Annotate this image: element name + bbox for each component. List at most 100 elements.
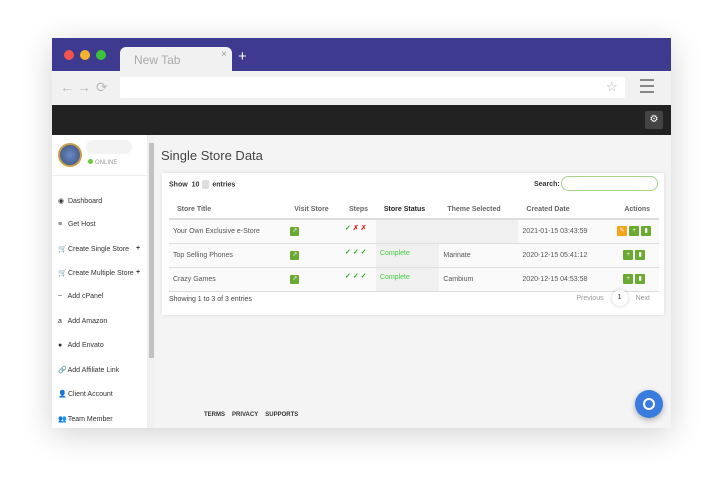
back-icon[interactable]: ← — [60, 79, 74, 95]
sidebar-scrollbar[interactable] — [148, 135, 155, 428]
sidebar-item-add-amazon[interactable]: a Add Amazon — [58, 318, 108, 325]
actions: + ▮ — [607, 243, 659, 268]
sidebar-item-get-host[interactable]: ≡ Get Host — [58, 221, 96, 228]
privacy-link[interactable]: PRIVACY — [232, 412, 259, 418]
assign-icon[interactable]: + — [623, 250, 634, 260]
store-status — [375, 219, 440, 244]
created-date: 2021-01-15 03:43:59 — [518, 219, 608, 244]
steps: ✓ ✓ ✓ — [341, 267, 376, 292]
cpanel-icon: ~ — [58, 293, 63, 300]
browser-menu-icon[interactable] — [640, 79, 654, 97]
maximize-window-dot[interactable] — [96, 50, 106, 60]
tab-title: New Tab — [134, 53, 181, 67]
step-done-icon: ✓ — [352, 272, 359, 280]
sidebar-item-client-account[interactable]: 👤 Client Account — [58, 391, 113, 398]
assign-icon[interactable]: + — [629, 226, 640, 237]
step-done-icon: ✓ — [345, 272, 351, 280]
sidebar-item-create-multiple-store[interactable]: 🛒 Create Multiple Store + — [58, 269, 141, 277]
store-title: Crazy Games — [169, 267, 287, 292]
search-input[interactable] — [561, 176, 658, 191]
url-input[interactable] — [120, 77, 625, 98]
store-status: Complete — [375, 243, 440, 268]
supports-link[interactable]: SUPPORTS — [265, 412, 299, 418]
steps: ✓ ✗ ✗ — [341, 219, 376, 244]
pagination: Previous 1 Next — [576, 290, 650, 306]
step-failed-icon: ✗ — [352, 225, 359, 232]
sidebar-item-team-member[interactable]: 👥 Team Member — [58, 416, 113, 423]
step-done-icon: ✓ — [360, 248, 367, 256]
step-done-icon: ✓ — [352, 248, 359, 256]
users-icon: 👥 — [58, 416, 67, 423]
minimize-window-dot[interactable] — [80, 50, 90, 60]
previous-button[interactable]: Previous — [576, 294, 604, 302]
expand-plus-icon[interactable]: + — [136, 269, 141, 276]
table-row: Crazy Games ↗ ✓ ✓ ✓ Complete Cambium 202… — [169, 267, 659, 292]
chevron-down-icon[interactable] — [202, 180, 210, 189]
actions: + ▮ — [607, 267, 659, 292]
server-icon: ≡ — [58, 221, 63, 228]
visit-store-icon[interactable]: ↗ — [290, 274, 300, 284]
step-done-icon: ✓ — [345, 225, 351, 232]
steps: ✓ ✓ ✓ — [341, 243, 376, 268]
page-length: Show 10 entries — [169, 180, 236, 189]
sidebar: ONLINE ◉ Dashboard ≡ Get Host 🛒 Create S… — [52, 135, 148, 428]
col-store-title[interactable]: Store Title — [169, 201, 287, 220]
visit-store-icon[interactable]: ↗ — [290, 226, 300, 236]
address-bar-row: ← → ⟳ ☆ — [52, 71, 671, 105]
page-length-select[interactable]: 10 — [191, 181, 200, 189]
theme-selected — [439, 219, 519, 244]
page-1-button[interactable]: 1 — [611, 290, 628, 306]
table-row: Top Selling Phones ↗ ✓ ✓ ✓ Complete Mari… — [169, 243, 659, 268]
sidebar-item-add-affiliate-link[interactable]: 🔗 Add Affiliate Link — [58, 367, 120, 374]
delete-icon[interactable]: ▮ — [635, 274, 646, 284]
bookmark-star-icon[interactable]: ☆ — [606, 79, 618, 94]
avatar[interactable] — [58, 143, 82, 167]
delete-icon[interactable]: ▮ — [641, 226, 652, 237]
sidebar-item-add-cpanel[interactable]: ~ Add cPanel — [58, 293, 104, 300]
close-tab-icon[interactable]: × — [221, 49, 227, 60]
browser-window: New Tab × + ← → ⟳ ☆ ⚙ ONLINE ◉ Dashboard … — [52, 38, 671, 428]
forward-icon[interactable]: → — [77, 79, 91, 95]
edit-icon[interactable]: ✎ — [617, 226, 628, 237]
close-window-dot[interactable] — [64, 50, 74, 60]
search: Search: — [534, 176, 658, 191]
envato-icon: ● — [58, 342, 63, 349]
table-info: Showing 1 to 3 of 3 entries — [169, 296, 252, 303]
theme-selected: Marinate — [439, 243, 519, 268]
created-date: 2020-12-15 04:53:58 — [518, 267, 608, 292]
new-tab-button[interactable]: + — [238, 48, 247, 65]
dashboard-icon: ◉ — [58, 198, 65, 205]
amazon-icon: a — [58, 318, 62, 325]
sidebar-item-create-single-store[interactable]: 🛒 Create Single Store + — [58, 245, 141, 253]
col-visit-store[interactable]: Visit Store — [286, 201, 341, 220]
step-failed-icon: ✗ — [360, 225, 367, 232]
col-store-status[interactable]: Store Status — [375, 201, 440, 220]
col-theme[interactable]: Theme Selected — [439, 201, 519, 220]
store-table-card: Show 10 entries Search: Store Title Visit… — [162, 173, 664, 315]
gear-icon[interactable]: ⚙ — [645, 111, 663, 129]
col-steps[interactable]: Steps — [341, 201, 376, 220]
sidebar-item-add-envato[interactable]: ● Add Envato — [58, 342, 104, 349]
sidebar-item-dashboard[interactable]: ◉ Dashboard — [58, 198, 103, 205]
terms-link[interactable]: TERMS — [204, 412, 225, 418]
table-row: Your Own Exclusive e-Store ↗ ✓ ✗ ✗ 2021-… — [169, 219, 659, 244]
link-icon: 🔗 — [58, 367, 67, 374]
next-button[interactable]: Next — [635, 294, 650, 302]
actions: ✎ + ▮ — [607, 219, 659, 244]
delete-icon[interactable]: ▮ — [635, 250, 646, 260]
col-created-date[interactable]: Created Date — [518, 201, 608, 220]
step-done-icon: ✓ — [360, 272, 367, 280]
reload-icon[interactable]: ⟳ — [96, 79, 108, 95]
online-status: ONLINE — [88, 159, 117, 166]
created-date: 2020-12-15 05:41:12 — [518, 243, 608, 268]
footer-links: TERMS PRIVACY SUPPORTS — [204, 412, 298, 418]
chat-button[interactable] — [635, 390, 663, 418]
expand-plus-icon[interactable]: + — [136, 245, 141, 252]
browser-tab[interactable]: New Tab × — [120, 47, 232, 71]
store-title: Top Selling Phones — [169, 243, 287, 268]
visit-store-icon[interactable]: ↗ — [290, 250, 300, 260]
store-status: Complete — [375, 267, 440, 292]
assign-icon[interactable]: + — [623, 274, 634, 284]
chat-icon — [643, 398, 655, 410]
user-icon: 👤 — [58, 391, 67, 398]
